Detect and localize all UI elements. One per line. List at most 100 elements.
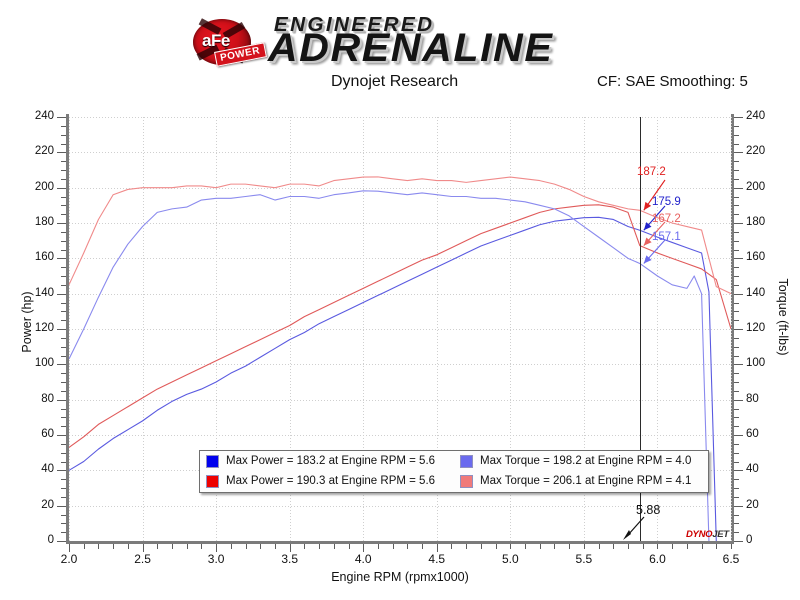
axis-tick: [734, 240, 739, 242]
gridline-horizontal: [69, 152, 731, 154]
axis-tick: [734, 117, 743, 118]
legend-label: Max Power = 190.3 at Engine RPM = 5.6: [226, 475, 436, 487]
axis-tick: [61, 382, 66, 383]
left-axis-tick-label: 20: [41, 498, 54, 511]
left-axis-tick-label: 0: [47, 534, 54, 546]
axis-tick: [734, 276, 739, 277]
right-axis-tick-label: 40: [746, 463, 759, 476]
axis-tick: [69, 544, 70, 552]
axis-tick: [61, 390, 66, 392]
legend-swatch-red-power-icon: [206, 474, 219, 488]
left-axis-tick-label: 40: [41, 463, 54, 476]
axis-tick: [61, 532, 66, 534]
callout-blue-torque: 157.1: [652, 231, 681, 243]
axis-tick: [734, 249, 739, 251]
axis-tick: [734, 320, 739, 322]
cursor-line[interactable]: [640, 117, 641, 541]
afe-power-logo: aFe POWER: [193, 18, 269, 67]
bottom-axis-title: Engine RPM (rpmx1000): [331, 570, 469, 584]
axis-tick: [83, 544, 85, 549]
left-axis-tick-label: 240: [34, 110, 54, 122]
axis-tick: [61, 170, 66, 171]
axis-tick: [422, 544, 424, 549]
axis-tick: [734, 390, 739, 392]
axis-tick: [734, 452, 739, 454]
bottom-axis-tick-label: 6.0: [649, 552, 666, 566]
cursor-rpm-label: 5.88: [636, 503, 661, 517]
legend-swatch-red-torque-icon: [460, 474, 473, 488]
header-banner: aFe POWER ENGINEERED ADRENALINE Dynojet …: [0, 0, 800, 100]
axis-tick: [57, 541, 66, 542]
axis-tick: [734, 505, 743, 507]
bottom-axis-spine: [66, 541, 734, 544]
gridline-horizontal: [69, 293, 731, 295]
axis-tick: [734, 470, 743, 472]
axis-tick: [734, 231, 739, 233]
axis-tick: [734, 187, 743, 189]
axis-tick: [186, 544, 188, 549]
axis-tick: [61, 205, 66, 207]
axis-tick: [525, 544, 527, 549]
axis-tick: [734, 196, 739, 198]
axis-tick: [734, 435, 743, 436]
axis-tick: [480, 544, 482, 549]
axis-tick: [61, 346, 66, 348]
axis-tick: [61, 178, 66, 180]
axis-tick: [61, 161, 66, 163]
legend-box: Max Power = 183.2 at Engine RPM = 5.6 Ma…: [199, 450, 709, 493]
callout-blue-power: 175.9: [652, 196, 681, 208]
curve-power-baseline: [69, 216, 717, 541]
right-axis-tick-label: 100: [746, 357, 766, 370]
axis-tick: [734, 284, 739, 286]
axis-tick: [583, 544, 585, 549]
gridline-horizontal: [69, 258, 731, 260]
axis-tick: [686, 544, 688, 549]
axis-tick: [142, 544, 144, 552]
axis-tick: [642, 544, 644, 549]
right-axis-tick-label: 20: [746, 498, 759, 511]
legend-label: Max Power = 183.2 at Engine RPM = 5.6: [226, 455, 436, 467]
dynojet-watermark-part-b: JET: [712, 529, 729, 540]
gridline-horizontal: [69, 364, 731, 366]
axis-tick: [61, 496, 66, 498]
axis-tick: [61, 443, 66, 445]
axis-tick: [61, 240, 66, 242]
axis-tick: [539, 544, 541, 549]
axis-tick: [274, 544, 276, 549]
axis-tick: [554, 544, 556, 549]
axis-tick: [598, 544, 600, 549]
axis-tick: [407, 544, 409, 549]
axis-tick: [260, 544, 262, 549]
axis-tick: [657, 544, 659, 549]
axis-tick: [734, 488, 739, 489]
axis-tick: [61, 479, 66, 481]
left-axis-tick-label: 80: [41, 392, 54, 405]
dynojet-watermark-part-a: DYNO: [686, 529, 713, 540]
axis-tick: [731, 544, 732, 549]
gridline-horizontal: [69, 187, 731, 189]
axis-tick: [734, 443, 739, 445]
curve-torque-baseline: [69, 190, 710, 541]
axis-tick: [734, 514, 739, 516]
axis-tick: [734, 143, 739, 145]
axis-tick: [98, 544, 100, 549]
axis-tick: [672, 544, 674, 549]
left-axis-tick-label: 120: [34, 322, 54, 334]
axis-tick: [451, 544, 453, 549]
axis-tick: [510, 544, 512, 549]
left-axis-tick-label: 100: [34, 357, 54, 370]
axis-tick: [57, 364, 66, 366]
axis-tick: [61, 355, 66, 357]
axis-tick: [61, 196, 66, 198]
left-axis-tick-label: 180: [34, 216, 54, 228]
axis-tick: [734, 258, 743, 260]
axis-tick: [734, 223, 743, 224]
curve-plot-area: [69, 176, 731, 541]
legend-label: Max Torque = 206.1 at Engine RPM = 4.1: [480, 475, 692, 487]
gridline-horizontal: [69, 399, 731, 401]
axis-tick: [57, 117, 66, 118]
axis-tick: [61, 488, 66, 489]
right-axis-tick-label: 180: [746, 216, 766, 228]
axis-tick: [57, 329, 66, 330]
left-axis-tick-label: 200: [34, 180, 54, 193]
